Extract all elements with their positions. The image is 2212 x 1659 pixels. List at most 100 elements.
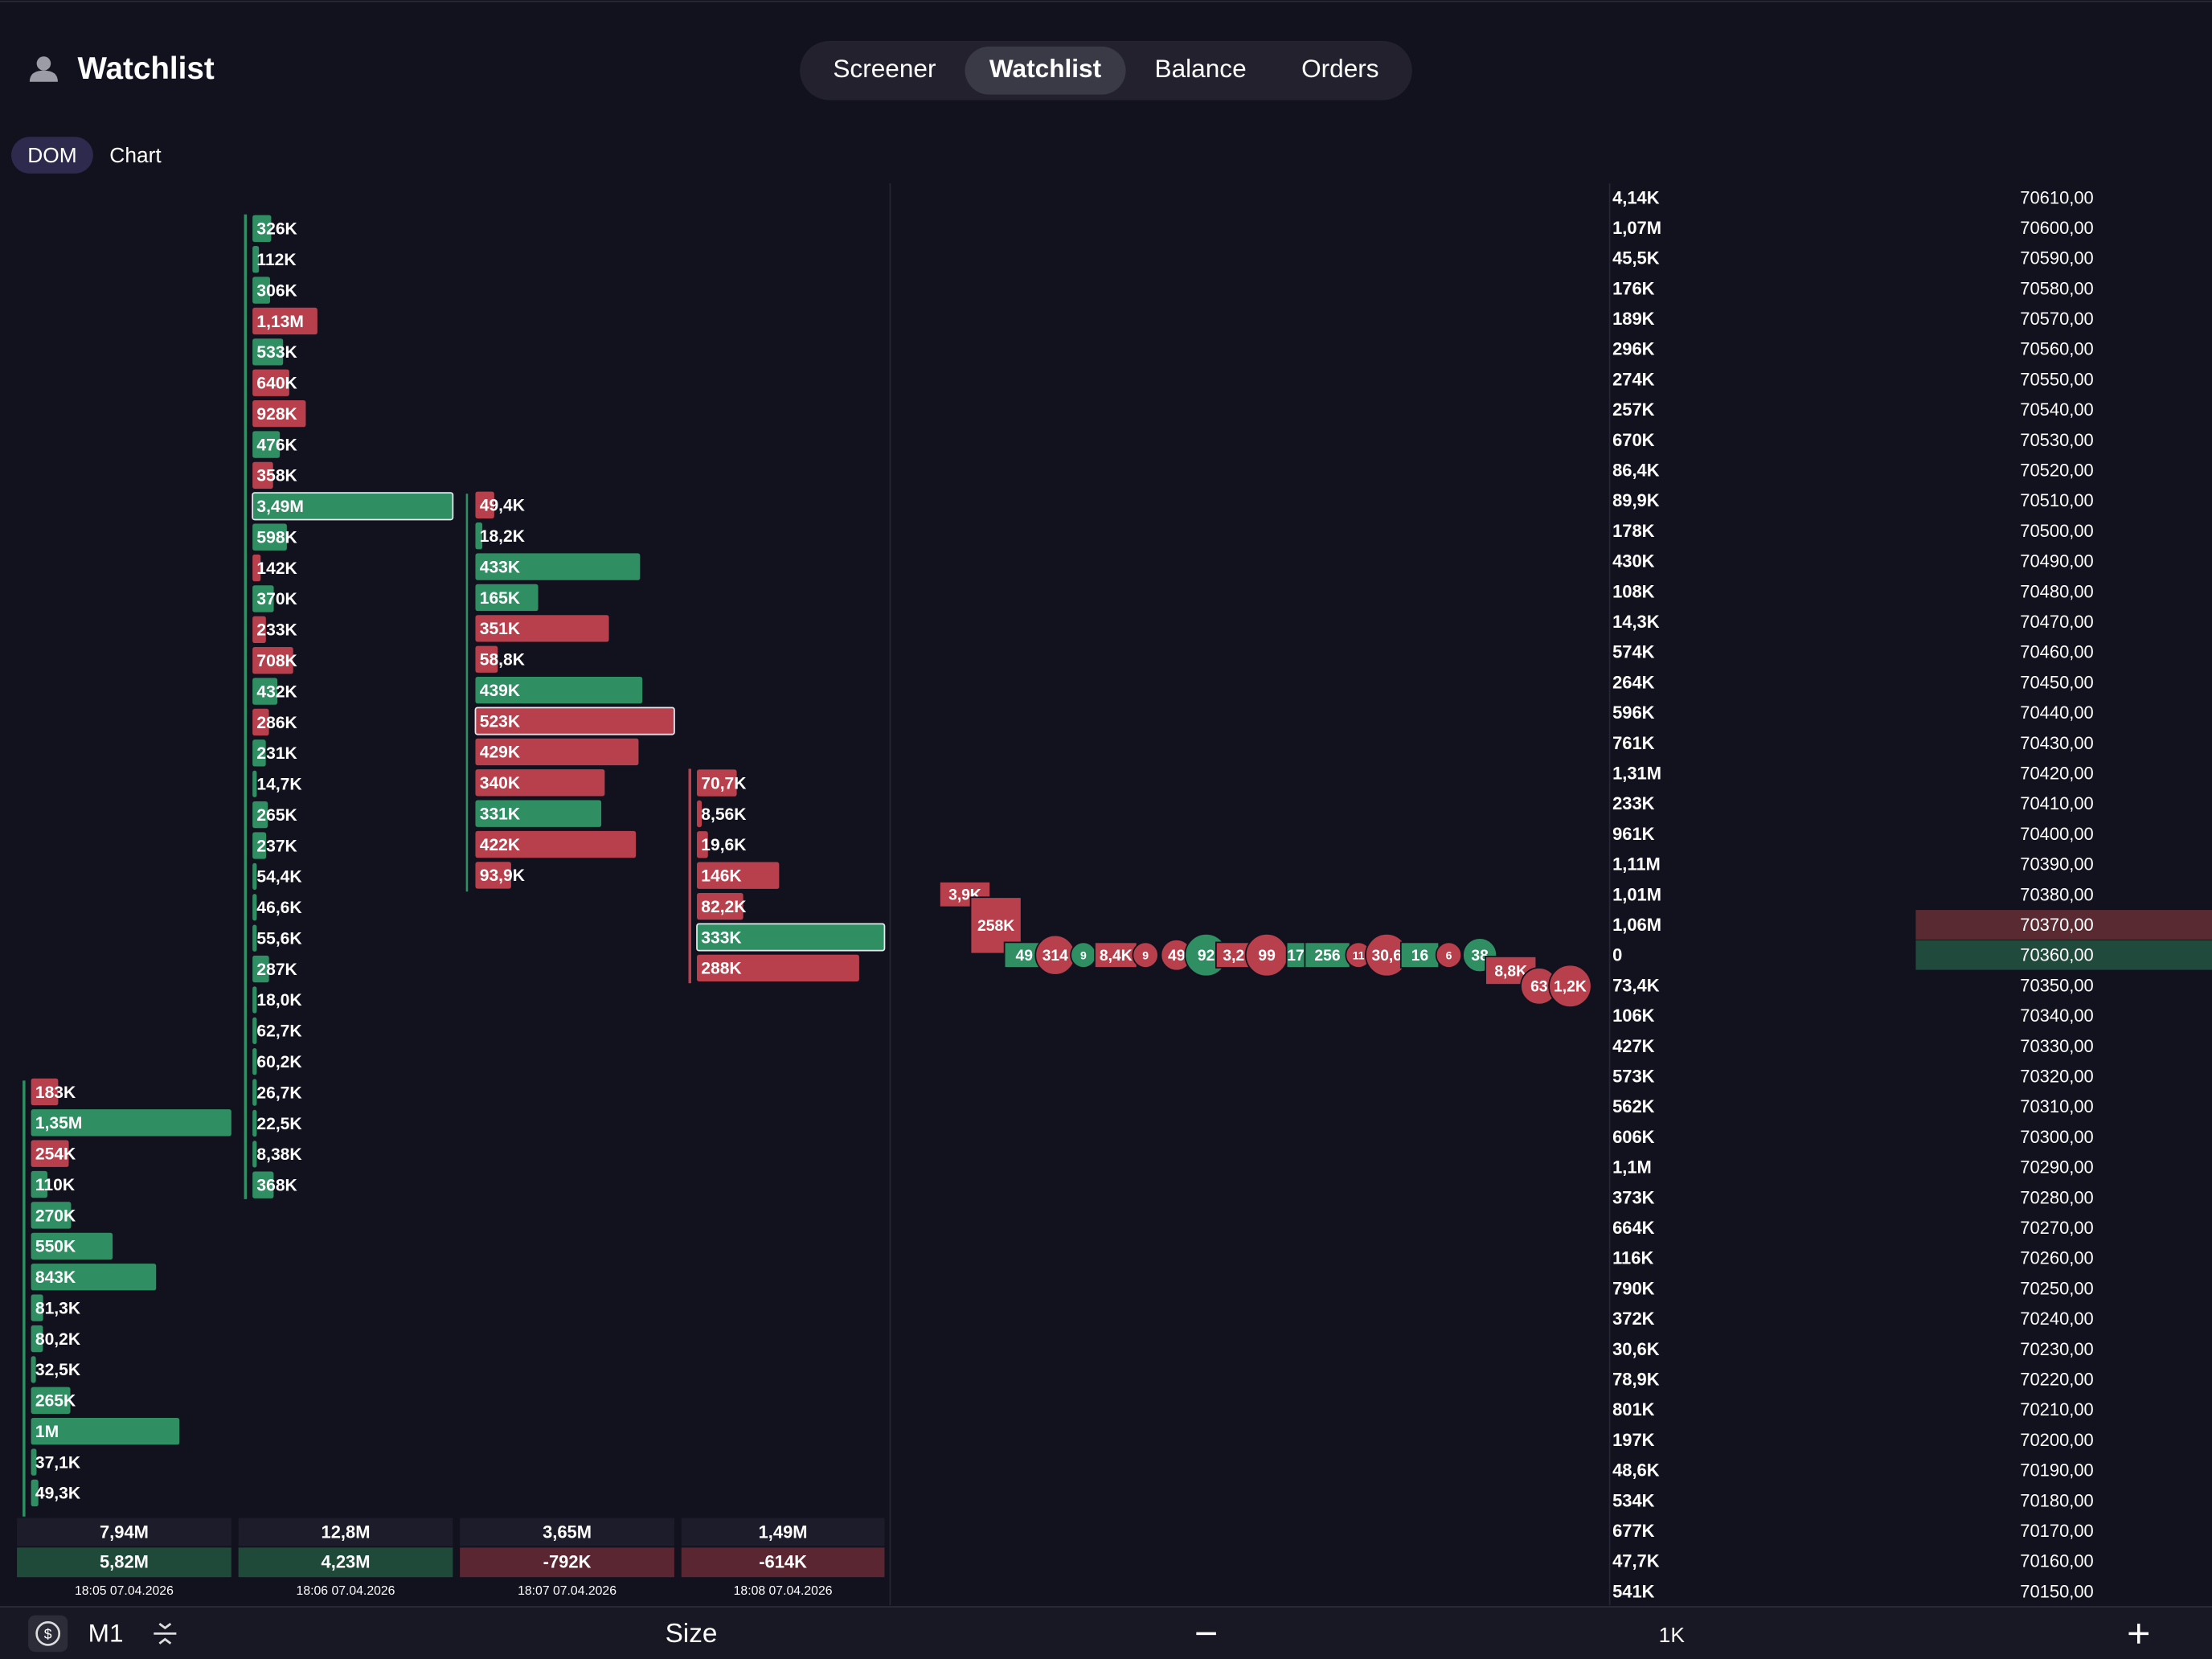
ladder-price[interactable]: 70510,00 <box>2020 490 2093 510</box>
currency-button[interactable]: $ <box>28 1615 68 1653</box>
ladder-price[interactable]: 70300,00 <box>2020 1127 2093 1147</box>
volume-label: 368K <box>256 1177 297 1195</box>
ladder-price[interactable]: 70610,00 <box>2020 187 2093 207</box>
view-tab-active-bg <box>11 137 93 174</box>
ladder-volume: 562K <box>1612 1096 1655 1116</box>
ladder-price[interactable]: 70440,00 <box>2020 703 2093 723</box>
delta-cell <box>17 1547 231 1578</box>
ladder-volume: 0 <box>1612 945 1622 965</box>
ladder-price[interactable]: 70180,00 <box>2020 1490 2093 1510</box>
volume-bar <box>697 954 859 982</box>
ladder-price[interactable]: 70230,00 <box>2020 1339 2093 1359</box>
volume-bar <box>252 461 273 490</box>
ladder-price[interactable]: 70410,00 <box>2020 793 2093 813</box>
ladder-price[interactable]: 70260,00 <box>2020 1248 2093 1268</box>
volume-label: 55,6K <box>256 929 301 948</box>
ladder-price[interactable]: 70200,00 <box>2020 1430 2093 1450</box>
ladder-price[interactable]: 70420,00 <box>2020 764 2093 784</box>
ladder-price[interactable]: 70310,00 <box>2020 1096 2093 1116</box>
view-tab[interactable]: DOM <box>27 143 76 167</box>
ladder-price[interactable]: 70490,00 <box>2020 551 2093 571</box>
ladder-price[interactable]: 70220,00 <box>2020 1370 2093 1390</box>
ladder-price[interactable]: 70460,00 <box>2020 642 2093 662</box>
ladder-volume: 257K <box>1612 399 1655 420</box>
ladder-price[interactable]: 70470,00 <box>2020 612 2093 632</box>
tab[interactable]: Watchlist <box>989 54 1102 83</box>
trade-size: 8,4K <box>1100 948 1133 965</box>
volume-bar <box>31 1356 36 1383</box>
ladder-price[interactable]: 70370,00 <box>2020 915 2093 935</box>
ladder-price[interactable]: 70500,00 <box>2020 521 2093 541</box>
volume-bar <box>696 923 886 952</box>
ladder-price[interactable]: 70450,00 <box>2020 672 2093 692</box>
ladder-volume: 89,9K <box>1612 490 1660 510</box>
ladder-price[interactable]: 70190,00 <box>2020 1460 2093 1481</box>
ladder-price[interactable]: 70150,00 <box>2020 1581 2093 1601</box>
ladder-price[interactable]: 70280,00 <box>2020 1187 2093 1207</box>
ladder-price[interactable]: 70560,00 <box>2020 339 2093 359</box>
ladder-price[interactable]: 70570,00 <box>2020 309 2093 329</box>
tab[interactable]: Orders <box>1301 54 1379 83</box>
ladder-price[interactable]: 70330,00 <box>2020 1036 2093 1056</box>
ladder-price[interactable]: 70270,00 <box>2020 1218 2093 1238</box>
ladder-volume: 296K <box>1612 339 1655 359</box>
timeframe[interactable]: M1 <box>88 1619 124 1648</box>
ladder-price[interactable]: 70540,00 <box>2020 399 2093 420</box>
ladder-volume: 78,9K <box>1612 1370 1660 1390</box>
ladder-volume: 664K <box>1612 1218 1655 1238</box>
volume-label: 288K <box>701 960 741 978</box>
ladder-price[interactable]: 70520,00 <box>2020 461 2093 481</box>
ladder-volume: 47,7K <box>1612 1551 1660 1571</box>
volume-label: 523K <box>480 712 520 731</box>
total-cell <box>681 1518 885 1546</box>
ladder-price[interactable]: 70210,00 <box>2020 1399 2093 1419</box>
volume-label: 287K <box>256 961 297 979</box>
volume-label: 80,2K <box>35 1330 80 1349</box>
volume-label: 19,6K <box>701 836 746 854</box>
volume-label: 1,13M <box>256 313 303 331</box>
ladder-price[interactable]: 70290,00 <box>2020 1157 2093 1178</box>
ladder-price[interactable]: 70530,00 <box>2020 430 2093 450</box>
trade-bubble <box>1548 964 1592 1009</box>
ladder-price[interactable]: 70160,00 <box>2020 1551 2093 1571</box>
volume-bar <box>252 894 257 921</box>
ladder-price[interactable]: 70360,00 <box>2020 945 2093 965</box>
ladder-price[interactable]: 70400,00 <box>2020 824 2093 844</box>
ladder-price[interactable]: 70350,00 <box>2020 975 2093 995</box>
trade-size: 30,6 <box>1371 948 1402 965</box>
volume-bar <box>31 1448 37 1476</box>
svg-text:$: $ <box>44 1626 52 1642</box>
trade-size: 92 <box>1198 948 1215 965</box>
ladder-price[interactable]: 70170,00 <box>2020 1521 2093 1541</box>
trade-size: 1,2K <box>1554 979 1587 996</box>
volume-bar <box>252 523 287 551</box>
total-cell <box>17 1518 231 1546</box>
view-tab[interactable]: Chart <box>109 143 162 167</box>
ladder-price[interactable]: 70250,00 <box>2020 1278 2093 1298</box>
layout-button[interactable] <box>154 1622 177 1645</box>
trade-size: 314 <box>1043 948 1068 965</box>
tab[interactable]: Screener <box>833 54 936 83</box>
ladder-price[interactable]: 70600,00 <box>2020 218 2093 238</box>
mode[interactable]: Size <box>666 1619 718 1649</box>
ladder-volume: 30,6K <box>1612 1339 1660 1359</box>
candle-wicks <box>23 214 691 1517</box>
ladder-price[interactable]: 70340,00 <box>2020 1006 2093 1026</box>
ladder-volume: 1,31M <box>1612 764 1661 784</box>
ladder-price[interactable]: 70390,00 <box>2020 854 2093 875</box>
total-volume: 3,65M <box>543 1522 592 1542</box>
ladder-price[interactable]: 70380,00 <box>2020 884 2093 904</box>
ladder-price[interactable]: 70590,00 <box>2020 248 2093 268</box>
increase-button[interactable] <box>2128 1624 2149 1644</box>
volume-label: 70,7K <box>701 774 746 793</box>
ladder-price[interactable]: 70240,00 <box>2020 1309 2093 1329</box>
volume-bar <box>31 1140 69 1167</box>
tab[interactable]: Balance <box>1155 54 1247 83</box>
ladder-price[interactable]: 70430,00 <box>2020 733 2093 753</box>
ladder-price[interactable]: 70320,00 <box>2020 1067 2093 1087</box>
ladder-price[interactable]: 70550,00 <box>2020 369 2093 389</box>
ladder-volume: 573K <box>1612 1067 1655 1087</box>
ladder-price[interactable]: 70480,00 <box>2020 581 2093 601</box>
ladder-price[interactable]: 70580,00 <box>2020 278 2093 298</box>
ladder-volume: 372K <box>1612 1309 1655 1329</box>
